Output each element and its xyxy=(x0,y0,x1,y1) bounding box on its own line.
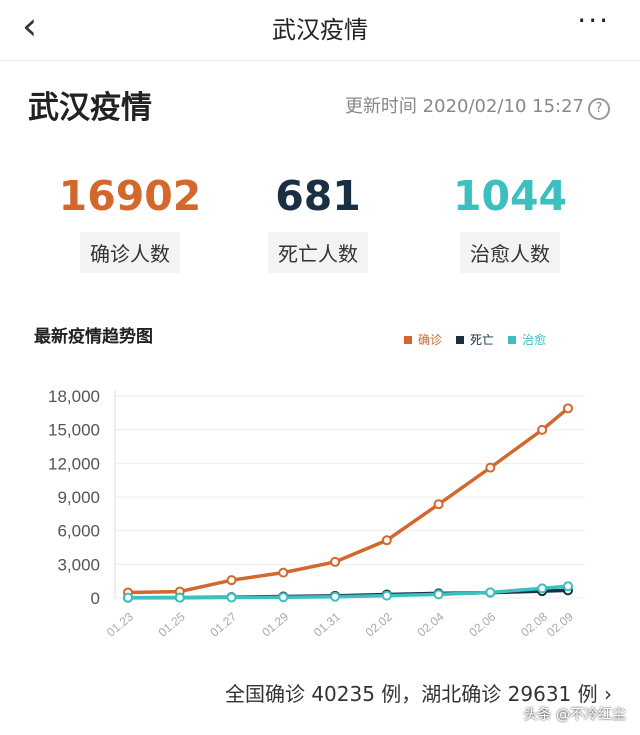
x-tick-label: 01.23 xyxy=(104,609,136,639)
stat-value: 16902 xyxy=(58,172,202,220)
data-point xyxy=(174,592,185,603)
legend-item[interactable]: 确诊 xyxy=(404,331,442,348)
stat-value: 1044 xyxy=(452,172,568,220)
legend-swatch xyxy=(456,336,465,344)
page-title: 武汉疫情 xyxy=(28,90,152,126)
watermark: 头条 @不冷红尘 xyxy=(523,707,626,723)
series-line xyxy=(127,406,570,595)
stat-label: 治愈人数 xyxy=(460,232,560,273)
stat-value: 681 xyxy=(275,172,361,220)
data-point xyxy=(485,462,496,473)
trend-chart: 0 3,000 6,000 9,000 12,000 15,000 18,000 01.23 0… xyxy=(48,387,585,640)
data-point xyxy=(485,587,496,598)
data-point xyxy=(433,499,444,510)
x-tick-label: 02.09 xyxy=(544,609,576,639)
chevron-left-icon[interactable]: ‹ xyxy=(22,4,38,48)
y-tick-label: 9,000 xyxy=(57,488,100,507)
data-point xyxy=(381,590,392,601)
stat-recovered: 1044 治愈人数 xyxy=(430,172,590,273)
y-tick-label: 0 xyxy=(91,589,100,608)
top-bar: ‹ 武汉疫情 ··· xyxy=(0,0,640,61)
data-point xyxy=(381,535,392,546)
legend-label: 确诊 xyxy=(418,333,443,347)
legend-label: 治愈 xyxy=(522,333,547,347)
x-tick-label: 01.25 xyxy=(156,609,188,639)
data-point xyxy=(433,589,444,600)
x-tick-label: 01.29 xyxy=(259,609,291,639)
data-point xyxy=(123,592,133,603)
y-tick-label: 6,000 xyxy=(57,522,100,541)
chart-title: 最新疫情趋势图 xyxy=(34,327,153,347)
data-point xyxy=(278,592,289,603)
national-summary-link[interactable]: 全国确诊 40235 例，湖北确诊 29631 例 › xyxy=(224,682,612,706)
data-point xyxy=(226,575,237,586)
x-tick-label: 01.27 xyxy=(207,609,239,639)
data-point xyxy=(226,592,237,603)
chart-legend: 确诊 死亡 治愈 xyxy=(404,331,546,348)
legend-item[interactable]: 治愈 xyxy=(508,331,546,348)
stat-label: 死亡人数 xyxy=(268,232,368,273)
x-tick-label: 01.31 xyxy=(311,609,343,639)
data-point xyxy=(330,591,341,602)
y-tick-label: 12,000 xyxy=(48,454,100,473)
legend-swatch xyxy=(508,336,517,344)
series-line xyxy=(127,584,569,600)
legend-swatch xyxy=(404,336,412,344)
x-tick-label: 02.02 xyxy=(363,609,395,639)
data-point xyxy=(537,424,548,435)
update-label: 更新时间 2020/02/10 15:27 xyxy=(344,96,584,117)
y-tick-label: 18,000 xyxy=(48,387,100,406)
data-point xyxy=(563,403,573,414)
update-time: 更新时间 2020/02/10 15:27? xyxy=(345,92,610,120)
y-tick-label: 15,000 xyxy=(48,421,100,440)
y-tick-label: 3,000 xyxy=(57,555,100,574)
data-point xyxy=(563,581,573,592)
help-icon[interactable]: ? xyxy=(588,98,610,120)
stat-confirmed: 16902 确诊人数 xyxy=(50,172,210,273)
more-icon[interactable]: ··· xyxy=(577,4,610,37)
header-title: 武汉疫情 xyxy=(272,16,368,44)
x-tick-label: 02.04 xyxy=(415,609,447,639)
legend-item[interactable]: 死亡 xyxy=(456,331,494,348)
stat-deaths: 681 死亡人数 xyxy=(238,172,398,273)
x-tick-label: 02.08 xyxy=(518,609,550,639)
stat-label: 确诊人数 xyxy=(80,232,180,273)
data-point xyxy=(537,583,548,594)
data-point xyxy=(330,556,341,567)
data-point xyxy=(278,567,289,578)
legend-label: 死亡 xyxy=(470,333,495,347)
x-tick-label: 02.06 xyxy=(466,609,498,639)
